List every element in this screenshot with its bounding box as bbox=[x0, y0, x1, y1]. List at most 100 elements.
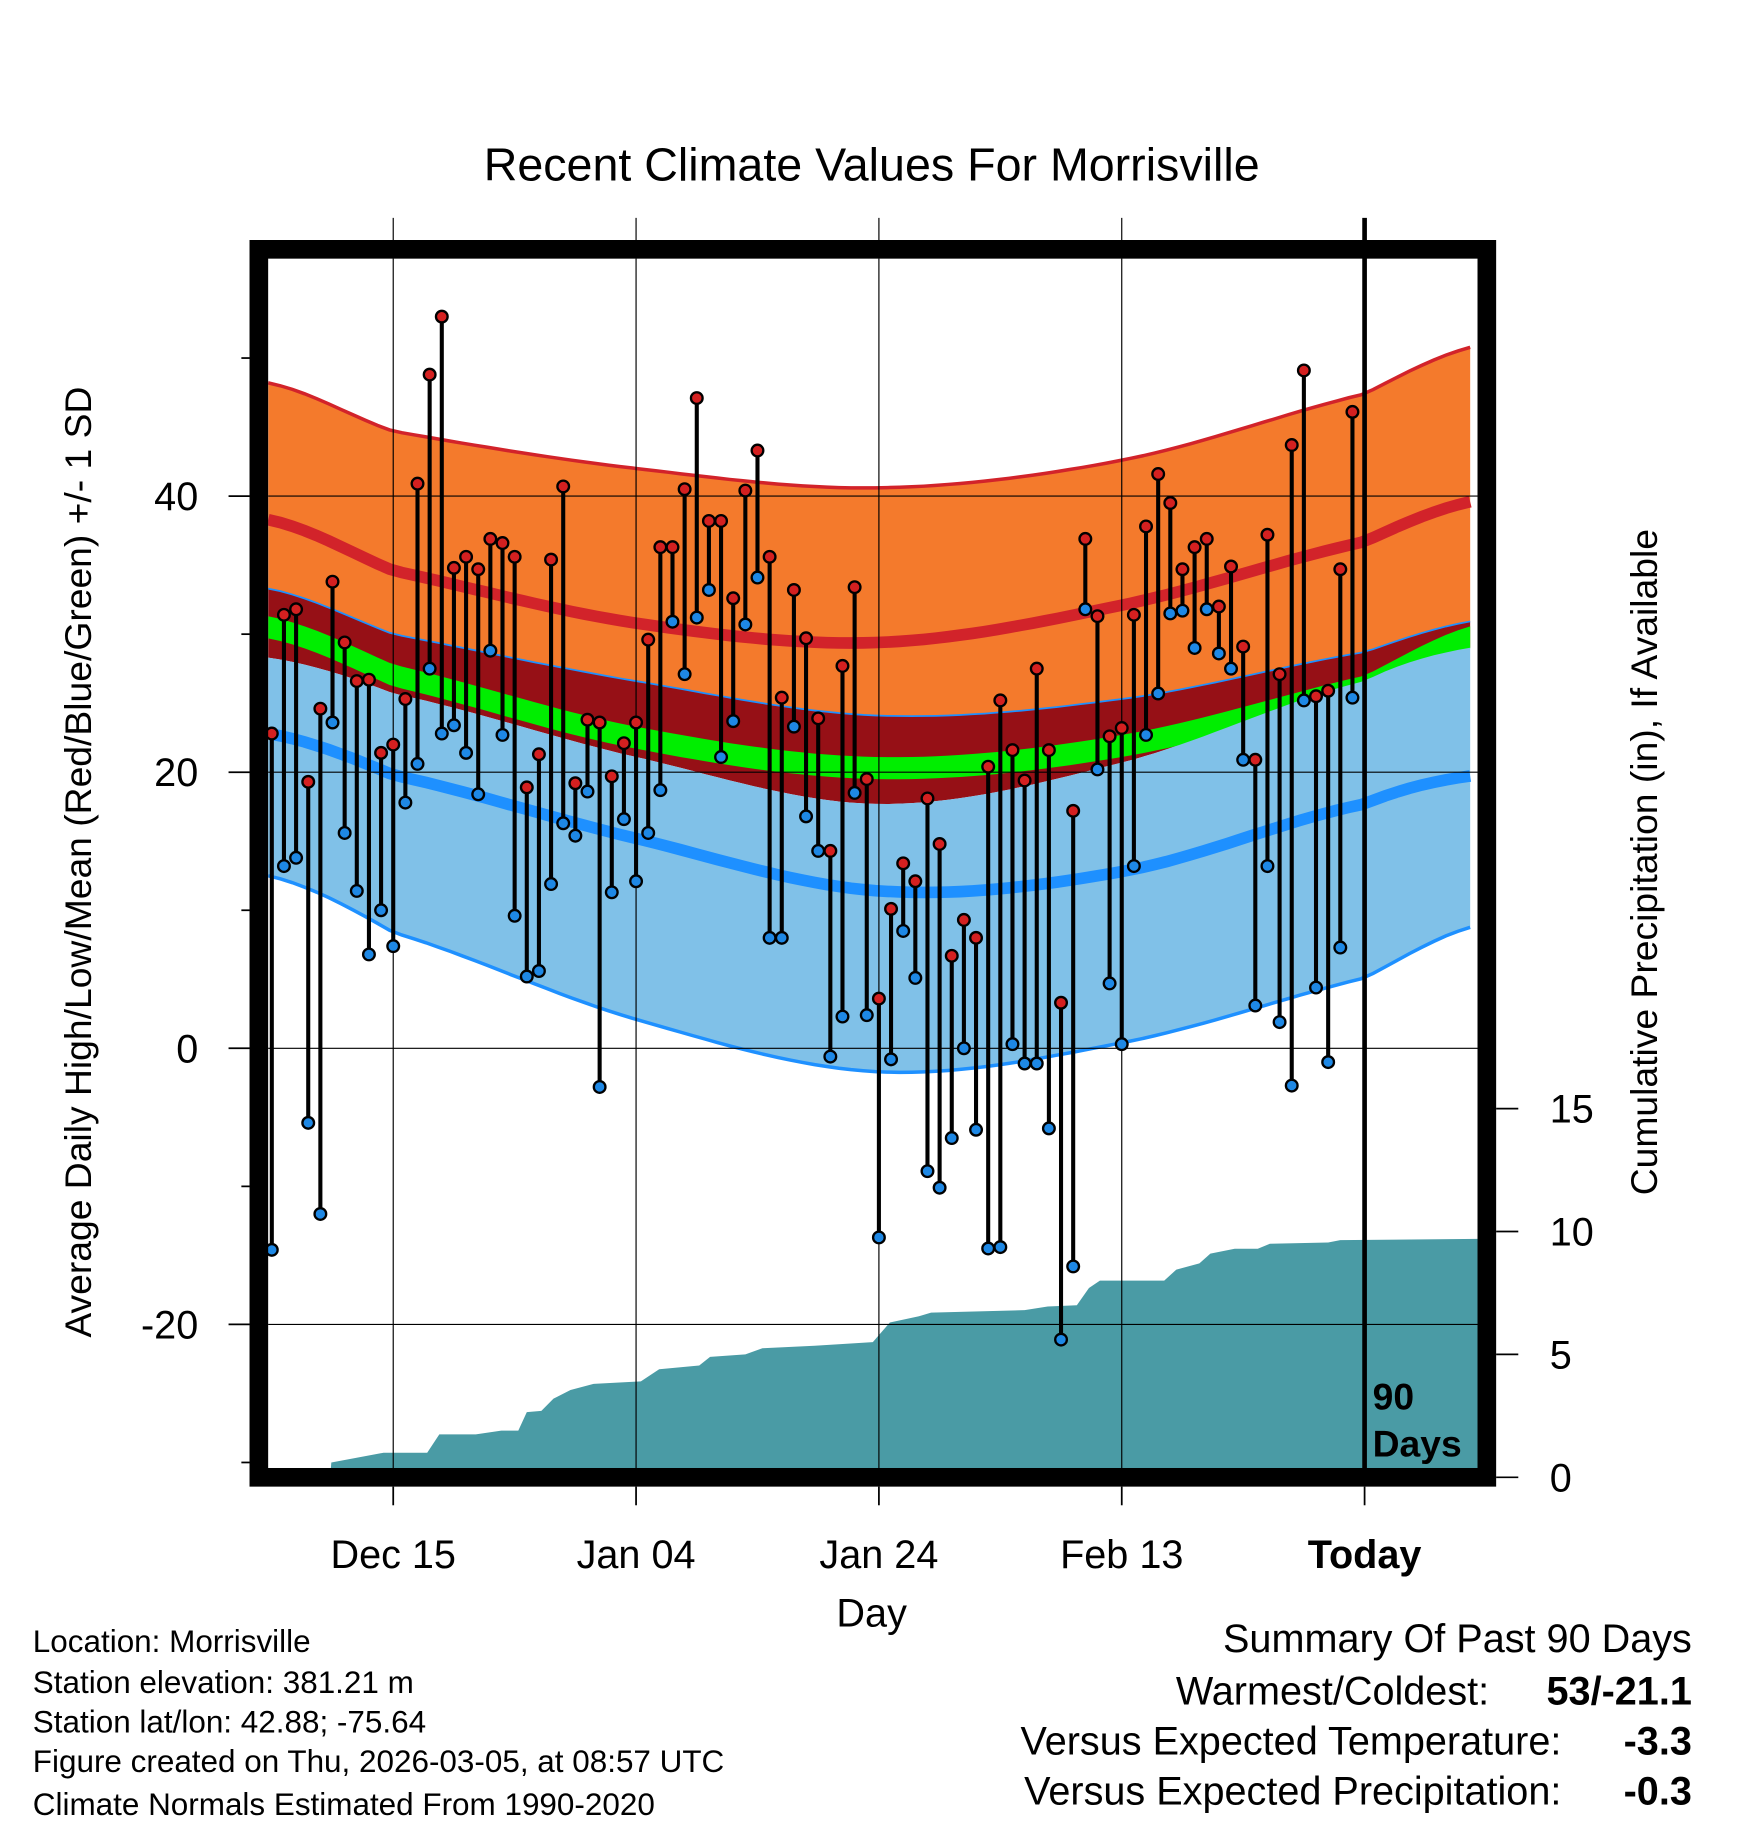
daily-low-point bbox=[398, 795, 413, 810]
normals-text: Climate Normals Estimated From 1990-2020 bbox=[33, 1787, 655, 1822]
daily-low-point bbox=[446, 718, 461, 733]
daily-high-point bbox=[1224, 559, 1239, 574]
daily-high-point bbox=[1309, 689, 1324, 704]
daily-high-point bbox=[641, 632, 656, 647]
daily-low-point bbox=[1321, 1055, 1336, 1070]
x-axis-label: Day bbox=[836, 1591, 907, 1635]
daily-low-point bbox=[386, 939, 401, 954]
daily-low-point bbox=[1211, 646, 1226, 661]
daily-high-point bbox=[774, 690, 789, 705]
daily-high-point bbox=[519, 780, 534, 795]
daily-low-point bbox=[1114, 1037, 1129, 1052]
temp-anomaly-value: -3.3 bbox=[1624, 1720, 1692, 1764]
daily-high-point bbox=[1102, 729, 1117, 744]
daily-high-point bbox=[580, 712, 595, 727]
daily-high-point bbox=[1321, 683, 1336, 698]
daily-low-point bbox=[859, 1008, 874, 1023]
mean-high-line bbox=[268, 496, 1472, 649]
daily-low-point bbox=[374, 903, 389, 918]
daily-low-point bbox=[519, 969, 534, 984]
daily-high-point bbox=[349, 674, 364, 689]
daily-high-point bbox=[859, 772, 874, 787]
daily-high-point bbox=[276, 607, 291, 622]
daily-high-point bbox=[786, 582, 801, 597]
daily-low-point bbox=[871, 1230, 886, 1245]
daily-low-point bbox=[1163, 606, 1178, 621]
chart-title: Recent Climate Values For Morrisville bbox=[484, 139, 1260, 191]
daily-high-point bbox=[337, 635, 352, 650]
daily-high-point bbox=[871, 991, 886, 1006]
daily-low-point bbox=[726, 714, 741, 729]
daily-low-point bbox=[835, 1009, 850, 1024]
daily-high-point bbox=[1272, 667, 1287, 682]
daily-low-point bbox=[1175, 603, 1190, 618]
daily-high-point bbox=[981, 759, 996, 774]
daily-high-point bbox=[495, 536, 510, 551]
low-sd-band bbox=[268, 647, 1471, 1073]
y-tick-label: -20 bbox=[141, 1303, 198, 1347]
daily-low-point bbox=[531, 964, 546, 978]
daily-low-point bbox=[993, 1240, 1008, 1255]
daily-high-point bbox=[592, 715, 607, 730]
location-text: Location: Morrisville bbox=[33, 1624, 311, 1659]
daily-high-point bbox=[677, 482, 692, 497]
daily-high-point bbox=[1066, 803, 1081, 818]
y-right-tick-label: 15 bbox=[1550, 1088, 1594, 1132]
daily-low-point bbox=[823, 1049, 838, 1064]
daily-high-point bbox=[1248, 752, 1263, 767]
daily-low-point bbox=[665, 614, 680, 629]
cumulative-precip-area bbox=[330, 1238, 1478, 1468]
daily-low-point bbox=[495, 727, 510, 742]
daily-high-point bbox=[799, 631, 814, 646]
daily-low-point bbox=[1248, 998, 1263, 1013]
daily-low-point bbox=[544, 877, 559, 892]
daily-low-point bbox=[1260, 859, 1275, 874]
daily-low-point bbox=[483, 643, 498, 658]
daily-low-point bbox=[434, 726, 449, 741]
daily-low-point bbox=[592, 1079, 607, 1094]
period-label-unit: Days bbox=[1373, 1422, 1462, 1464]
x-tick-label: Jan 24 bbox=[819, 1533, 938, 1577]
mean-low-line bbox=[268, 727, 1472, 899]
daily-low-point bbox=[1296, 693, 1311, 708]
daily-high-point bbox=[1163, 496, 1178, 510]
mean-band bbox=[268, 616, 1471, 780]
daily-low-point bbox=[313, 1206, 328, 1221]
daily-low-point bbox=[325, 715, 340, 730]
daily-high-point bbox=[1054, 995, 1069, 1010]
daily-high-point bbox=[446, 560, 461, 575]
daily-low-point bbox=[629, 874, 644, 889]
daily-high-point bbox=[823, 843, 838, 858]
daily-low-point bbox=[677, 667, 692, 682]
daily-high-point bbox=[1078, 531, 1093, 546]
daily-low-point bbox=[556, 816, 571, 831]
daily-low-point bbox=[1078, 602, 1093, 617]
created-text: Figure created on Thu, 2026-03-05, at 08… bbox=[33, 1744, 724, 1779]
daily-low-point bbox=[361, 947, 376, 962]
precip-anomaly-label: Versus Expected Precipitation: bbox=[1024, 1770, 1561, 1814]
daily-low-point bbox=[786, 719, 801, 734]
daily-high-point bbox=[726, 591, 741, 606]
daily-high-point bbox=[1029, 661, 1044, 676]
daily-high-point bbox=[398, 692, 413, 707]
period-label-number: 90 bbox=[1373, 1376, 1414, 1418]
daily-low-point bbox=[981, 1241, 996, 1256]
y-right-tick-label: 0 bbox=[1550, 1456, 1572, 1500]
daily-low-point bbox=[1029, 1056, 1044, 1071]
daily-high-point bbox=[1017, 773, 1032, 788]
station-info: Location: Morrisville Station elevation:… bbox=[33, 1624, 724, 1822]
daily-high-point bbox=[471, 562, 486, 577]
daily-low-point bbox=[1187, 640, 1202, 655]
daily-high-point bbox=[847, 580, 862, 595]
daily-low-point bbox=[701, 582, 716, 597]
daily-high-point bbox=[969, 930, 984, 945]
daily-low-point bbox=[1199, 602, 1214, 617]
daily-low-point bbox=[956, 1041, 971, 1056]
daily-low-point bbox=[349, 883, 364, 898]
daily-high-point bbox=[531, 747, 546, 762]
precip-anomaly-value: -0.3 bbox=[1624, 1770, 1692, 1814]
daily-high-point bbox=[1284, 438, 1299, 453]
daily-low-point bbox=[774, 930, 789, 945]
daily-low-point bbox=[811, 843, 826, 858]
daily-high-point bbox=[616, 736, 631, 751]
